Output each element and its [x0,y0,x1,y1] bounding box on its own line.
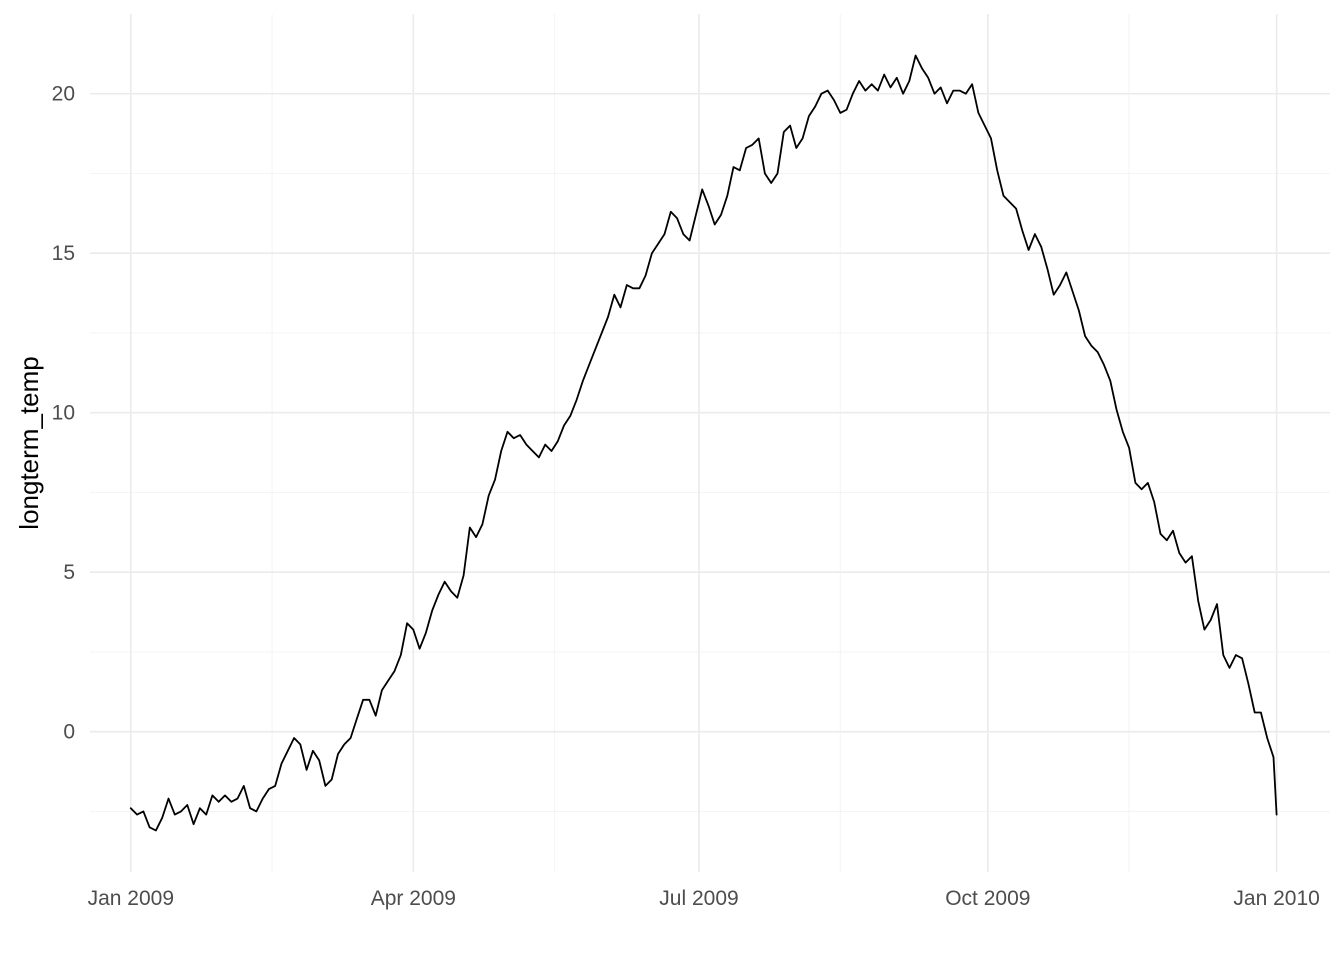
x-axis-tick-labels: Jan 2009 Apr 2009 Jul 2009 Oct 2009 Jan 2010 [88,887,1320,910]
x-tick-label-0: Jan 2009 [88,887,174,910]
x-tick-label-4: Jan 2010 [1233,887,1319,910]
y-tick-label-4: 20 [52,83,75,106]
x-tick-label-1: Apr 2009 [371,887,456,910]
y-tick-label-0: 0 [63,721,75,744]
y-axis-tick-labels: 0 5 10 15 20 [52,83,75,744]
y-tick-label-2: 10 [52,402,75,425]
y-tick-label-3: 15 [52,242,75,265]
major-gridlines [90,14,1330,872]
series [129,54,1278,832]
minor-gridlines [90,14,1330,872]
series-line-0 [129,54,1278,832]
y-axis-title: longterm_temp [14,356,44,529]
y-tick-label-1: 5 [63,561,75,584]
x-tick-label-2: Jul 2009 [659,887,738,910]
x-tick-label-3: Oct 2009 [945,887,1030,910]
